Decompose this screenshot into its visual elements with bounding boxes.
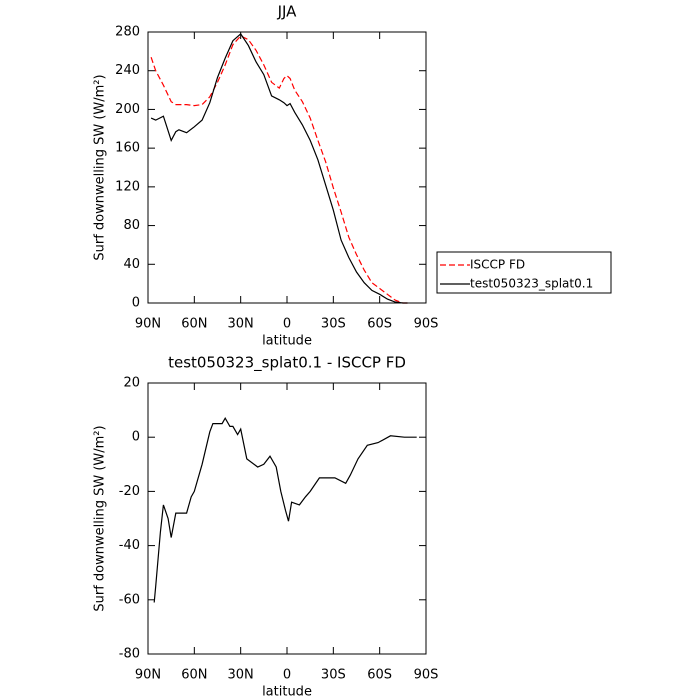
- y-tick-label: 80: [123, 218, 140, 233]
- x-tick-label: 60N: [181, 668, 207, 683]
- y-tick-label: 0: [132, 296, 140, 311]
- legend-label: ISCCP FD: [470, 258, 525, 272]
- plot-frame: [147, 382, 427, 655]
- legend-box: [436, 251, 612, 294]
- x-tick-label: 30S: [321, 668, 346, 683]
- x-axis-label: latitude: [262, 685, 312, 700]
- x-tick-label: 60S: [367, 317, 392, 332]
- x-tick-label: 90S: [414, 317, 439, 332]
- y-axis-label: Surf downwelling SW (W/m²): [93, 74, 108, 260]
- x-tick-label: 60N: [181, 317, 207, 332]
- y-tick-label: 240: [115, 63, 140, 78]
- y-tick-label: 160: [115, 141, 140, 156]
- x-tick-label: 90N: [135, 317, 161, 332]
- x-tick-label: 90S: [414, 668, 439, 683]
- chart-title: test050323_splat0.1 - ISCCP FD: [168, 354, 406, 373]
- y-tick-label: 0: [132, 430, 140, 445]
- x-tick-label: 0: [283, 317, 291, 332]
- chart-title: JJA: [277, 3, 298, 21]
- y-tick-label: -40: [119, 538, 140, 553]
- x-tick-label: 60S: [367, 668, 392, 683]
- x-tick-label: 30N: [228, 317, 254, 332]
- legend-label: test050323_splat0.1: [470, 277, 593, 291]
- x-tick-label: 0: [283, 668, 291, 683]
- y-tick-label: -60: [119, 592, 140, 607]
- plot-frame: [147, 31, 427, 304]
- y-tick-label: -20: [119, 484, 140, 499]
- x-tick-label: 30N: [228, 668, 254, 683]
- y-tick-label: -80: [119, 647, 140, 662]
- y-axis-label: Surf downwelling SW (W/m²): [93, 425, 108, 611]
- y-tick-label: 40: [123, 257, 140, 272]
- x-tick-label: 30S: [321, 317, 346, 332]
- data-line: [150, 35, 408, 304]
- data-line: [153, 416, 417, 603]
- y-tick-label: 200: [115, 102, 140, 117]
- x-tick-label: 90N: [135, 668, 161, 683]
- data-line: [150, 32, 408, 304]
- x-axis-label: latitude: [262, 334, 312, 349]
- y-tick-label: 20: [123, 376, 140, 391]
- y-tick-label: 280: [115, 25, 140, 40]
- y-tick-label: 120: [115, 179, 140, 194]
